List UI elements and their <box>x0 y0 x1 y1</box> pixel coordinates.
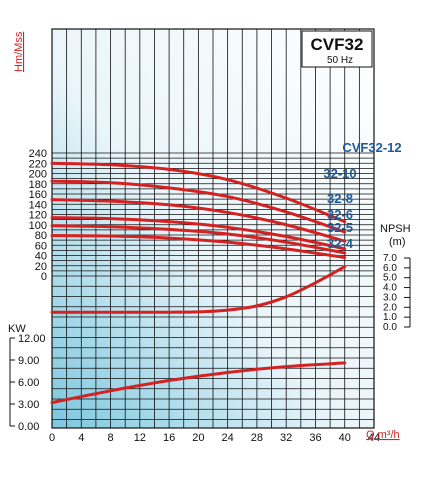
series-label: 32-8 <box>327 191 353 206</box>
x-tick-label: 32 <box>280 432 292 444</box>
x-tick-label: 44 <box>368 432 380 444</box>
x-tick-label: 4 <box>78 432 84 444</box>
head-tick-label: 100 <box>29 220 47 232</box>
x-tick-label: 24 <box>222 432 234 444</box>
npsh-tick-label: 7.0 <box>383 253 397 264</box>
npsh-unit-label: (m) <box>389 236 406 248</box>
series-label: CVF32-12 <box>342 140 401 155</box>
npsh-tick-label: 3.0 <box>383 292 397 303</box>
head-tick-label: 120 <box>29 210 47 222</box>
head-tick-label: 240 <box>29 148 47 160</box>
head-tick-label: 40 <box>35 251 47 263</box>
x-tick-label: 28 <box>251 432 263 444</box>
x-tick-label: 20 <box>192 432 204 444</box>
head-tick-label: 180 <box>29 179 47 191</box>
head-curve <box>50 198 347 243</box>
x-tick-label: 36 <box>309 432 321 444</box>
title-box <box>301 30 373 68</box>
plot-frame <box>51 28 375 429</box>
series-label: 32-5 <box>327 220 353 235</box>
x-tick-label: 16 <box>163 432 175 444</box>
head-tick-label: 0 <box>41 271 47 283</box>
power-tick-label: 6.00 <box>18 377 39 389</box>
head-tick-label: 60 <box>35 240 47 252</box>
power-tick-label: 12.00 <box>18 333 46 345</box>
npsh-tick-label: 5.0 <box>383 273 397 284</box>
x-tick-label: 8 <box>107 432 113 444</box>
labels: CVF32-12 32-10 32-832-632-532-4 <box>323 140 401 251</box>
head-tick-label: 200 <box>29 169 47 181</box>
x-tick-label: 40 <box>339 432 351 444</box>
power-tick-label: 3.00 <box>18 399 39 411</box>
head-axis-label: Hm/Mss <box>13 31 25 72</box>
head-tick-label: 220 <box>29 158 47 170</box>
npsh-tick-label: 4.0 <box>383 283 397 294</box>
power-curve <box>50 361 347 405</box>
npsh-tick-label: 1.0 <box>383 312 397 323</box>
head-tick-label: 140 <box>29 199 47 211</box>
head-tick-label: 160 <box>29 189 47 201</box>
head-curve <box>50 179 347 234</box>
npsh-axis-label: NPSH <box>380 223 411 235</box>
curves <box>50 161 347 405</box>
head-tick-label: 80 <box>35 230 47 242</box>
npsh-tick-label: 6.0 <box>383 263 397 274</box>
npsh-tick-label: 2.0 <box>383 302 397 313</box>
npsh-tick-label: 0.0 <box>383 322 397 333</box>
series-label: 32-6 <box>327 207 353 222</box>
head-curve <box>50 161 347 224</box>
head-curve <box>50 216 347 251</box>
series-label: 32-4 <box>327 236 354 251</box>
power-tick-label: 9.00 <box>18 355 39 367</box>
series-label: 32-10 <box>323 166 356 181</box>
npsh-curve <box>50 265 347 314</box>
head-curve <box>50 224 347 255</box>
chart-title: CVF32 <box>311 35 364 54</box>
power-tick-label: 0.00 <box>18 421 39 433</box>
power-axis-label: KW <box>8 323 26 335</box>
head-curve <box>50 234 347 260</box>
x-tick-label: 12 <box>134 432 146 444</box>
frequency-label: 50 Hz <box>327 55 353 66</box>
x-tick-label: 0 <box>49 432 55 444</box>
head-tick-label: 20 <box>35 261 47 273</box>
x-axis-label: Q m³/h <box>366 429 400 441</box>
